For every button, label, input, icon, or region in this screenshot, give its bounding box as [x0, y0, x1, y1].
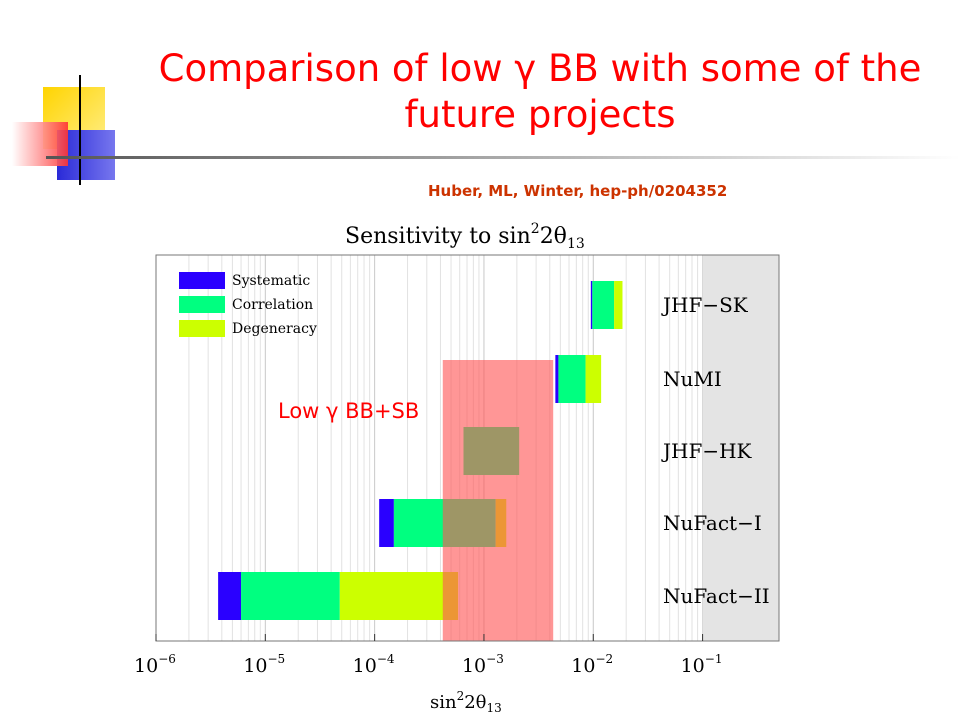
x-tick-label: 10−1 — [681, 652, 723, 677]
x-axis-label-main: sin — [430, 692, 457, 713]
slide-title-line2: future projects — [404, 93, 676, 136]
category-label-nufactii: NuFact−II — [663, 584, 770, 608]
bar-degeneracy-numi — [585, 355, 602, 403]
excluded-region — [702, 255, 779, 641]
x-axis-label-rest: 2θ — [464, 692, 486, 713]
x-axis-label-sub: 13 — [487, 701, 502, 715]
bar-degeneracy-nufactii — [339, 572, 459, 620]
chart-title-sub: 13 — [567, 236, 585, 252]
x-axis-label: sin22θ13 — [430, 689, 502, 715]
category-label-jhfhk: JHF−HK — [661, 439, 753, 463]
bar-degeneracy-jhfsk — [614, 281, 623, 329]
plot-area: JHF−SK NuMI JHF−HK NuFact−I NuFact−II Low γ B… — [134, 254, 780, 677]
chart-title-sup: 2 — [531, 221, 540, 237]
chart-title-rest: 2θ — [540, 224, 567, 249]
legend-swatch-correlation — [179, 296, 225, 313]
plot-frame — [155, 254, 780, 642]
deco-vertical-line — [79, 75, 81, 185]
bar-systematic-numi — [555, 355, 559, 403]
slide-title: Comparison of low γ BB with some of the … — [120, 46, 960, 138]
x-tick-label: 10−4 — [353, 652, 395, 677]
bar-correlation-jhfsk — [592, 281, 615, 329]
bar-correlation-nufactii — [241, 572, 340, 620]
bar-systematic-nufacti — [379, 499, 394, 547]
legend: Systematic Correlation Degeneracy — [179, 272, 317, 337]
x-tick-label: 10−5 — [243, 652, 285, 677]
category-label-jhfsk: JHF−SK — [661, 293, 749, 317]
bar-systematic-jhfsk — [590, 281, 593, 329]
category-label-nufacti: NuFact−I — [663, 511, 762, 535]
citation: Huber, ML, Winter, hep-ph/0204352 — [428, 182, 728, 200]
x-tick-label: 10−2 — [571, 652, 613, 677]
overlay-label: Low γ BB+SB — [278, 399, 419, 423]
chart-title-main: Sensitivity to sin — [345, 224, 531, 249]
category-label-numi: NuMI — [663, 367, 722, 391]
legend-label-degeneracy: Degeneracy — [232, 321, 317, 337]
x-tick-label: 10−3 — [462, 652, 504, 677]
legend-label-systematic: Systematic — [232, 273, 310, 289]
bar-correlation-numi — [558, 355, 586, 403]
legend-swatch-degeneracy — [179, 320, 225, 337]
chart-title: Sensitivity to sin22θ13 — [345, 221, 585, 252]
x-tick-label: 10−6 — [134, 652, 176, 677]
bar-systematic-nufactii — [218, 572, 242, 620]
legend-label-correlation: Correlation — [232, 297, 313, 313]
legend-swatch-systematic — [179, 272, 225, 289]
slide-title-line1: Comparison of low γ BB with some of the — [158, 47, 922, 90]
x-axis-label-sup: 2 — [457, 689, 465, 703]
low-gamma-bb-overlay — [442, 360, 554, 641]
deco-horizontal-line — [46, 156, 960, 159]
